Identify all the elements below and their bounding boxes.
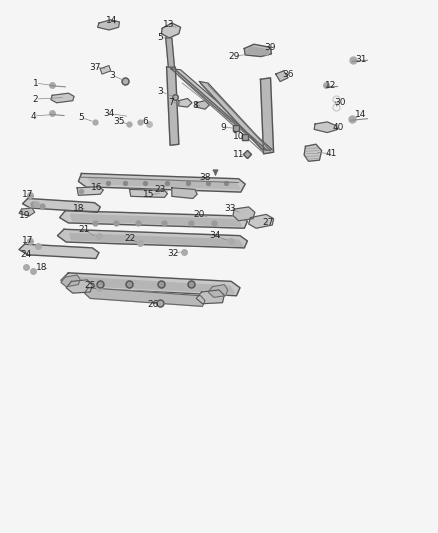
Text: 18: 18 [36, 263, 48, 272]
Text: 8: 8 [192, 101, 198, 110]
Text: 11: 11 [233, 150, 244, 159]
Polygon shape [172, 188, 197, 198]
Polygon shape [78, 173, 245, 192]
Text: 2: 2 [33, 94, 39, 103]
Text: 3: 3 [157, 86, 163, 95]
Text: 18: 18 [73, 204, 84, 213]
Polygon shape [314, 122, 338, 133]
Polygon shape [166, 38, 174, 67]
Text: 5: 5 [78, 113, 85, 122]
Text: 1: 1 [33, 78, 39, 87]
Text: 34: 34 [103, 109, 115, 118]
Text: 29: 29 [229, 52, 240, 61]
Text: 17: 17 [22, 190, 34, 199]
Text: 21: 21 [78, 225, 89, 234]
Text: 20: 20 [194, 210, 205, 219]
Polygon shape [66, 280, 92, 293]
Text: 27: 27 [262, 219, 274, 228]
Polygon shape [88, 177, 240, 189]
Text: 26: 26 [147, 300, 158, 309]
Polygon shape [196, 101, 209, 109]
Polygon shape [166, 67, 179, 146]
Polygon shape [246, 47, 269, 55]
Polygon shape [196, 290, 224, 304]
Polygon shape [261, 78, 274, 154]
Polygon shape [77, 187, 103, 195]
Polygon shape [61, 273, 240, 296]
Polygon shape [276, 71, 288, 82]
Polygon shape [100, 66, 111, 74]
Polygon shape [19, 208, 35, 216]
Polygon shape [233, 207, 255, 221]
Text: 25: 25 [85, 280, 96, 289]
Text: 36: 36 [282, 70, 294, 78]
Text: 15: 15 [143, 190, 155, 199]
Polygon shape [74, 277, 234, 293]
Polygon shape [57, 229, 247, 248]
Text: 33: 33 [224, 204, 236, 213]
Text: 14: 14 [106, 16, 118, 25]
Polygon shape [171, 69, 272, 150]
Text: 32: 32 [167, 249, 179, 258]
Polygon shape [70, 233, 243, 246]
Text: 12: 12 [325, 81, 336, 90]
Polygon shape [161, 23, 180, 38]
Text: 9: 9 [220, 123, 226, 132]
Polygon shape [51, 93, 74, 103]
Text: 31: 31 [355, 55, 367, 63]
Polygon shape [98, 20, 120, 30]
Text: 34: 34 [209, 231, 220, 240]
Text: 17: 17 [22, 237, 34, 246]
Text: 40: 40 [332, 123, 343, 132]
Polygon shape [60, 211, 247, 228]
Polygon shape [85, 288, 205, 306]
Text: 35: 35 [114, 117, 125, 126]
Polygon shape [71, 214, 242, 226]
Polygon shape [130, 189, 167, 197]
Text: 37: 37 [89, 63, 100, 71]
Polygon shape [22, 198, 100, 212]
Text: 13: 13 [163, 20, 174, 29]
Text: 30: 30 [335, 98, 346, 107]
Polygon shape [208, 285, 228, 297]
Polygon shape [244, 44, 272, 56]
Polygon shape [304, 144, 321, 161]
Text: 39: 39 [265, 43, 276, 52]
Polygon shape [61, 275, 80, 287]
Text: 38: 38 [199, 173, 211, 182]
Text: 5: 5 [157, 34, 163, 43]
Text: 24: 24 [21, 251, 32, 260]
Text: 23: 23 [154, 185, 166, 194]
Text: 41: 41 [326, 149, 337, 158]
Text: 7: 7 [168, 98, 174, 107]
Polygon shape [19, 244, 99, 259]
Text: 16: 16 [91, 183, 102, 192]
Polygon shape [179, 99, 192, 107]
Text: 14: 14 [355, 110, 367, 119]
Text: 19: 19 [19, 212, 31, 221]
Text: 4: 4 [31, 111, 36, 120]
Polygon shape [199, 82, 271, 151]
Polygon shape [249, 214, 274, 228]
Text: 3: 3 [109, 70, 115, 79]
Text: 22: 22 [124, 235, 135, 244]
Text: 6: 6 [142, 117, 148, 126]
Text: 10: 10 [233, 132, 244, 141]
